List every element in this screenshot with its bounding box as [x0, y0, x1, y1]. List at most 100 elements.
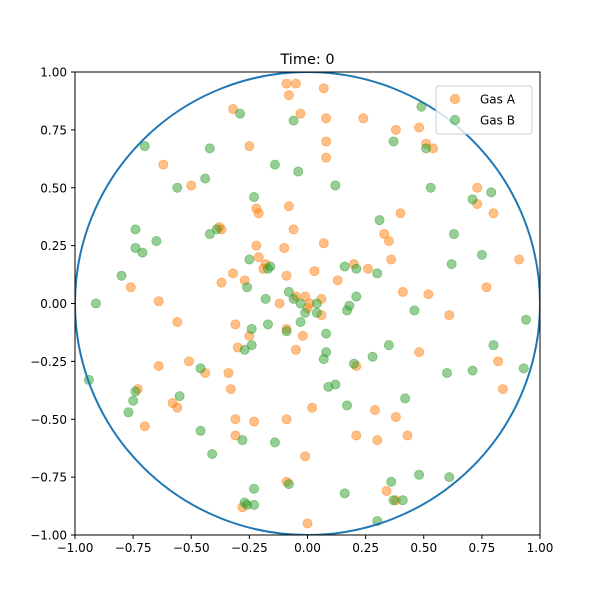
data-point	[139, 141, 150, 152]
data-point	[300, 291, 311, 302]
data-point	[425, 182, 436, 193]
data-point	[244, 141, 255, 152]
data-point	[330, 180, 341, 191]
data-point	[230, 319, 241, 330]
y-tick-label: 0.50	[40, 181, 67, 195]
data-point	[281, 270, 292, 281]
data-point	[369, 404, 380, 415]
y-tick-label: −0.25	[30, 355, 67, 369]
data-point	[295, 317, 306, 328]
plot-content	[75, 72, 540, 535]
data-point	[414, 122, 425, 133]
data-point	[388, 136, 399, 147]
data-point	[386, 254, 397, 265]
data-point	[486, 187, 497, 198]
data-point	[351, 263, 362, 274]
y-tick-label: 1.00	[40, 66, 67, 80]
data-point	[274, 298, 285, 309]
data-point	[444, 310, 455, 321]
data-point	[321, 328, 332, 339]
data-point	[518, 363, 529, 374]
data-point	[421, 143, 432, 154]
data-point	[446, 259, 457, 270]
data-point	[323, 381, 334, 392]
data-point	[318, 238, 329, 249]
data-point	[281, 326, 292, 337]
legend-marker	[449, 93, 461, 105]
data-point	[223, 367, 234, 378]
data-point	[183, 356, 194, 367]
x-tick-label: −1.00	[57, 541, 94, 555]
data-point	[288, 224, 299, 235]
data-point	[397, 495, 408, 506]
data-point	[207, 448, 218, 459]
data-point	[493, 356, 504, 367]
data-point	[342, 400, 353, 411]
data-point	[130, 242, 141, 253]
data-point	[521, 314, 532, 325]
data-point	[281, 78, 292, 89]
data-point	[288, 115, 299, 126]
data-point	[332, 275, 343, 286]
data-point	[249, 499, 260, 510]
data-point	[423, 289, 434, 300]
data-point	[235, 108, 246, 119]
data-point	[514, 254, 525, 265]
y-tick-label: −1.00	[30, 529, 67, 543]
x-tick-label: 1.00	[527, 541, 554, 555]
data-point	[230, 430, 241, 441]
y-tick-label: 0.00	[40, 297, 67, 311]
data-point	[174, 391, 185, 402]
y-tick-label: 0.25	[40, 239, 67, 253]
data-point	[172, 182, 183, 193]
data-point	[321, 152, 332, 163]
legend: Gas A Gas B	[435, 85, 533, 135]
data-point	[300, 307, 311, 318]
data-point	[186, 180, 197, 191]
data-point	[300, 451, 311, 462]
data-point	[293, 166, 304, 177]
data-point	[158, 159, 169, 170]
data-point	[251, 240, 262, 251]
data-point	[318, 83, 329, 94]
data-point	[253, 252, 264, 263]
data-point	[290, 344, 301, 355]
data-point	[295, 298, 306, 309]
data-point	[358, 113, 369, 124]
data-point	[448, 229, 459, 240]
data-point	[151, 235, 162, 246]
data-point	[295, 108, 306, 119]
data-point	[128, 395, 139, 406]
data-point	[137, 247, 148, 258]
data-point	[367, 351, 378, 362]
data-point	[204, 229, 215, 240]
data-point	[262, 263, 273, 274]
data-point	[481, 282, 492, 293]
data-point	[372, 268, 383, 279]
data-point	[444, 472, 455, 483]
data-point	[204, 143, 215, 154]
data-point	[476, 249, 487, 260]
data-point	[153, 360, 164, 371]
data-point	[283, 479, 294, 490]
series-1	[83, 101, 532, 527]
data-point	[395, 208, 406, 219]
data-point	[195, 363, 206, 374]
data-point	[400, 393, 411, 404]
chart-title: Time: 0	[279, 52, 334, 68]
data-point	[390, 124, 401, 135]
data-point	[467, 194, 478, 205]
x-tick-label: −0.75	[115, 541, 152, 555]
data-point	[244, 254, 255, 265]
y-tick-label: −0.75	[30, 471, 67, 485]
data-point	[246, 340, 257, 351]
data-point	[228, 104, 239, 115]
data-point	[321, 113, 332, 124]
data-point	[242, 282, 253, 293]
data-point	[339, 488, 350, 499]
data-point	[383, 340, 394, 351]
data-point	[288, 293, 299, 304]
data-point	[309, 266, 320, 277]
data-point	[414, 469, 425, 480]
